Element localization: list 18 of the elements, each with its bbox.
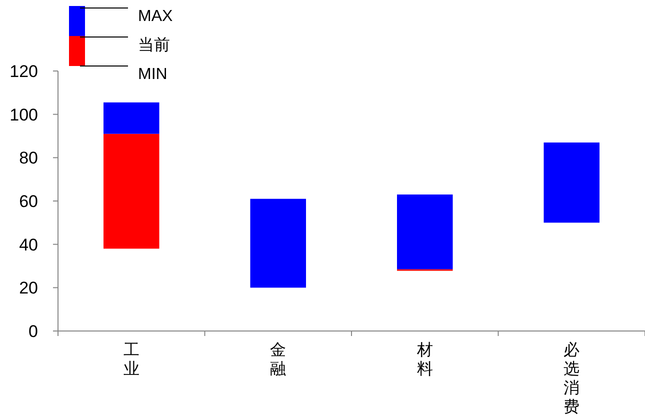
y-tick-label: 60	[19, 192, 38, 211]
y-tick-label: 40	[19, 235, 38, 254]
level-key: MAX 当前 MIN	[69, 6, 173, 83]
y-tick-label: 20	[19, 278, 38, 298]
y-tick-label: 0	[28, 322, 38, 341]
x-tick-label: 必选消费	[564, 340, 580, 416]
annotation: MIN	[138, 66, 168, 83]
x-tick-label: 工业	[123, 340, 140, 378]
bar	[103, 134, 160, 249]
bar	[103, 102, 160, 134]
bar	[544, 142, 600, 223]
x-tick-label: 金融	[270, 340, 286, 378]
y-tick-label: 100	[10, 105, 38, 124]
y-tick-label: 80	[19, 148, 38, 168]
bar	[396, 194, 453, 270]
y-tick-label: 120	[10, 62, 38, 81]
x-tick-label: 材料	[416, 340, 433, 378]
bar	[250, 198, 306, 288]
